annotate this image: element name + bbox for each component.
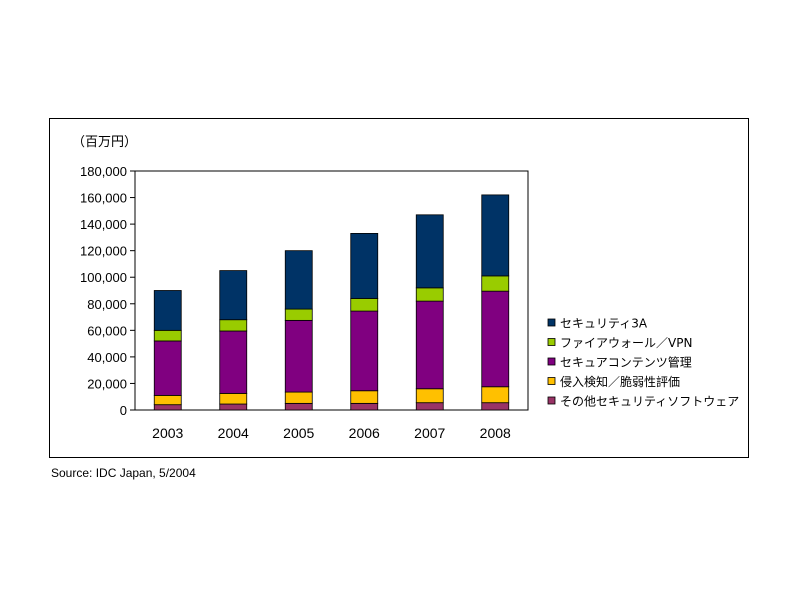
bar-segment	[481, 402, 510, 411]
bar-segment	[284, 402, 313, 411]
bar-segment	[350, 233, 379, 299]
x-tick-label: 2007	[414, 425, 445, 441]
y-tick-label: 40,000	[87, 350, 127, 365]
source-note: Source: IDC Japan, 5/2004	[51, 466, 196, 480]
bar-segment	[350, 298, 379, 312]
y-tick-label: 60,000	[87, 323, 127, 338]
y-unit-label: （百万円）	[72, 135, 137, 150]
x-tick-label: 2008	[480, 425, 511, 441]
y-tick-label: 20,000	[87, 376, 127, 391]
legend-label: ファイアウォール／VPN	[560, 336, 692, 350]
bar-segment	[219, 330, 248, 394]
y-tick-label: 80,000	[87, 297, 127, 312]
bar-segment	[415, 214, 444, 289]
bar-segment	[219, 319, 248, 332]
bar-segment	[284, 308, 313, 321]
x-tick-label: 2003	[152, 425, 183, 441]
bar-segment	[153, 340, 182, 396]
bar-segment	[153, 394, 182, 406]
bar-segment	[153, 290, 182, 331]
bar-segment	[350, 390, 379, 404]
bar-segment	[481, 386, 510, 404]
bar-segment	[284, 250, 313, 310]
y-tick-label: 140,000	[80, 217, 127, 232]
y-tick-label: 0	[120, 403, 127, 418]
y-tick-label: 180,000	[80, 164, 127, 179]
bar-segment	[284, 319, 313, 393]
chart-frame: （百万円） 0 20,000 40,000 60,000 80,000 100,000 120…	[49, 118, 749, 458]
bar-segment	[415, 300, 444, 390]
legend-swatch	[547, 396, 556, 405]
bar-segment	[350, 310, 379, 392]
legend-swatch	[547, 318, 556, 327]
bar-segment	[219, 393, 248, 405]
x-tick-label: 2005	[283, 425, 314, 441]
bar-segment	[350, 402, 379, 411]
legend-swatch	[547, 357, 556, 366]
bar-segment	[284, 391, 313, 404]
bar-segment	[153, 404, 182, 411]
legend-label: セキュリティ3A	[560, 317, 648, 331]
stacked-bar-chart: （百万円） 0 20,000 40,000 60,000 80,000 100,000 120…	[72, 135, 739, 441]
bar-segment	[153, 329, 182, 342]
bar-segment	[481, 194, 510, 277]
x-tick-label: 2004	[218, 425, 249, 441]
legend-swatch	[547, 377, 556, 385]
bar-segment	[415, 287, 444, 302]
bar-segment	[415, 388, 444, 404]
y-tick-label: 120,000	[80, 244, 127, 259]
plot-area	[134, 170, 529, 411]
legend-label: セキュアコンテンツ管理	[560, 355, 692, 370]
x-tick-label: 2006	[349, 425, 380, 441]
legend-label: 侵入検知／脆弱性評価	[560, 374, 680, 389]
y-tick-label: 160,000	[80, 191, 127, 206]
bar-segment	[481, 275, 510, 292]
bar-segment	[415, 402, 444, 411]
legend-swatch	[547, 338, 556, 346]
y-tick-label: 100,000	[80, 270, 127, 285]
bar-segment	[481, 290, 510, 388]
bar-segment	[219, 403, 248, 411]
legend-label: その他セキュリティソフトウェア	[560, 395, 739, 409]
bar-segment	[219, 270, 248, 321]
